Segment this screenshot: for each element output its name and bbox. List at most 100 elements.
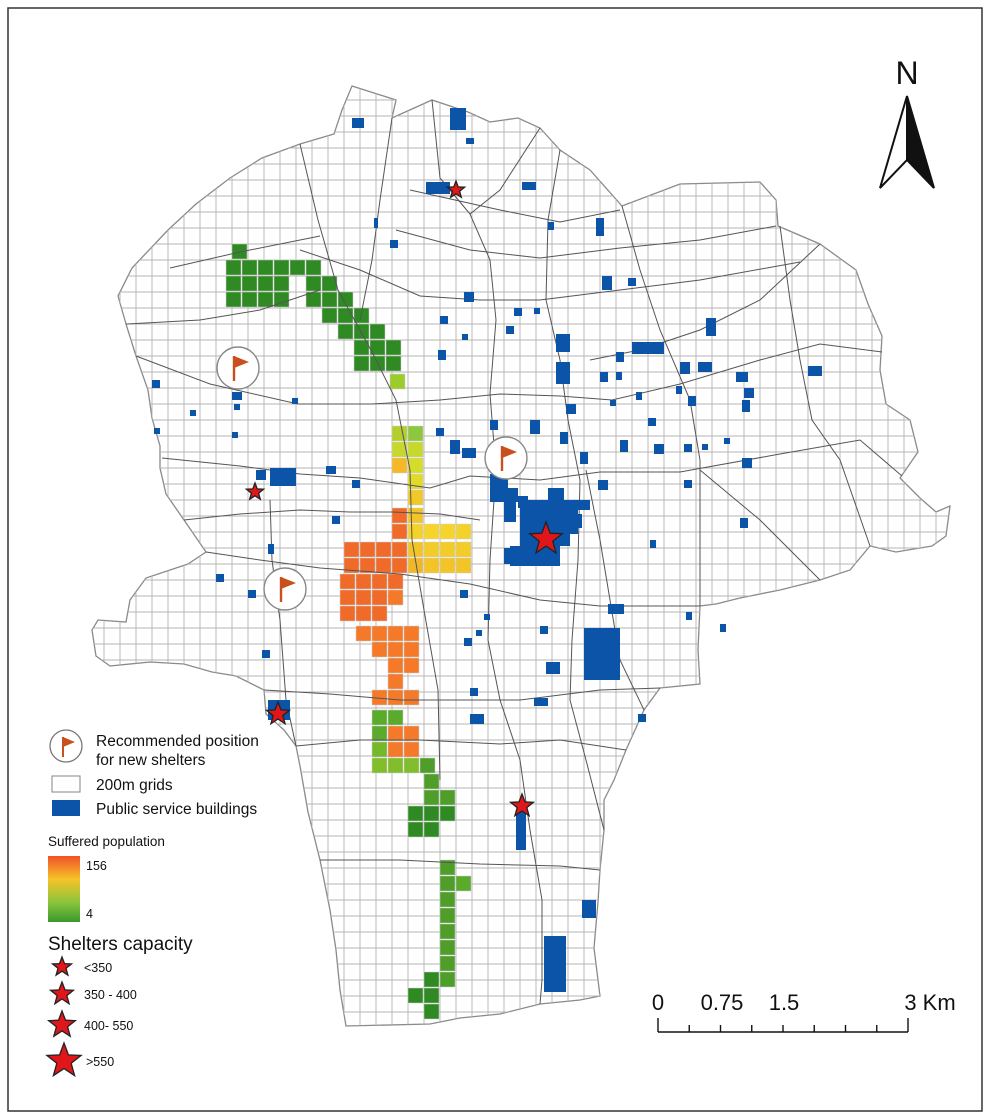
legend-capacity-1: <350	[84, 961, 112, 975]
service-building	[740, 518, 748, 528]
shelter-star	[528, 520, 564, 555]
population-cell	[375, 541, 392, 558]
population-cell	[391, 507, 408, 524]
population-cell	[423, 773, 440, 790]
service-building	[580, 452, 588, 464]
service-building	[232, 392, 242, 400]
service-building	[638, 714, 646, 722]
population-cell	[419, 757, 436, 774]
population-cell	[387, 573, 404, 590]
service-building	[608, 604, 624, 614]
public-service-buildings	[152, 108, 822, 992]
population-cell	[257, 275, 274, 292]
population-cell	[403, 641, 420, 658]
population-cell	[407, 489, 424, 506]
population-cell	[403, 741, 420, 758]
population-cell	[355, 625, 372, 642]
legend-star	[48, 980, 76, 1006]
service-building	[620, 440, 628, 452]
service-building	[464, 292, 474, 302]
population-cell	[423, 523, 440, 540]
service-building	[484, 614, 490, 620]
service-building	[676, 386, 682, 394]
population-cell	[387, 641, 404, 658]
population-cell	[355, 573, 372, 590]
population-cell	[321, 291, 338, 308]
service-building	[462, 448, 476, 458]
service-building	[548, 222, 554, 230]
population-cell	[455, 557, 472, 574]
population-cell	[403, 689, 420, 706]
population-cell	[439, 557, 456, 574]
shelter-star	[264, 700, 292, 726]
population-cell	[387, 689, 404, 706]
service-building	[584, 628, 620, 680]
service-building	[466, 138, 474, 144]
service-building	[610, 400, 616, 406]
scale-label-0: 0	[652, 990, 664, 1015]
legend-recommended-symbol	[49, 729, 83, 763]
legend-population-title: Suffered population	[48, 834, 165, 849]
service-building	[268, 544, 274, 554]
population-cell	[439, 859, 456, 876]
population-cell	[439, 891, 456, 908]
legend-grids-label: 200m grids	[96, 777, 173, 794]
service-building	[514, 308, 522, 316]
service-building	[534, 308, 540, 314]
legend-population-min: 4	[86, 907, 93, 921]
population-cell	[371, 709, 388, 726]
service-building	[598, 480, 608, 490]
population-cell	[359, 557, 376, 574]
legend-building-swatch	[52, 800, 80, 816]
population-cell	[225, 275, 242, 292]
population-cell	[241, 259, 258, 276]
service-building	[582, 900, 596, 918]
service-building	[154, 428, 160, 434]
legend: Recommended position for new shelters 20…	[45, 729, 259, 1078]
population-cell	[305, 275, 322, 292]
service-building	[332, 516, 340, 524]
service-building	[530, 420, 540, 434]
recommended-sites	[216, 346, 528, 611]
population-cell	[371, 605, 388, 622]
recommended-site	[216, 346, 260, 390]
population-cell	[423, 541, 440, 558]
population-cell	[273, 291, 290, 308]
service-building	[742, 458, 752, 468]
service-building	[390, 240, 398, 248]
population-cell	[225, 291, 242, 308]
population-cells	[225, 243, 472, 1020]
service-building	[576, 500, 590, 510]
population-cell	[369, 323, 386, 340]
population-cell	[423, 1003, 440, 1020]
service-building	[560, 432, 568, 444]
population-cell	[241, 291, 258, 308]
population-cell	[407, 987, 424, 1004]
population-cell	[371, 589, 388, 606]
north-arrow: N	[879, 55, 935, 189]
population-cell	[371, 573, 388, 590]
service-building	[566, 404, 576, 414]
population-cell	[355, 589, 372, 606]
population-cell	[343, 541, 360, 558]
population-cell	[403, 757, 420, 774]
population-cell	[257, 291, 274, 308]
service-building	[436, 428, 444, 436]
service-building	[596, 218, 604, 236]
service-building	[616, 352, 624, 362]
population-cell	[423, 557, 440, 574]
population-cell	[403, 657, 420, 674]
service-building	[744, 388, 754, 398]
service-building	[460, 590, 468, 598]
population-cell	[407, 457, 424, 474]
service-building	[628, 278, 636, 286]
service-building	[234, 404, 240, 410]
service-building	[544, 936, 566, 992]
population-cell	[337, 307, 354, 324]
population-cell	[403, 725, 420, 742]
population-cell	[407, 425, 424, 442]
service-building	[256, 470, 266, 480]
legend-capacity-3: 400- 550	[84, 1019, 133, 1033]
population-cell	[387, 757, 404, 774]
